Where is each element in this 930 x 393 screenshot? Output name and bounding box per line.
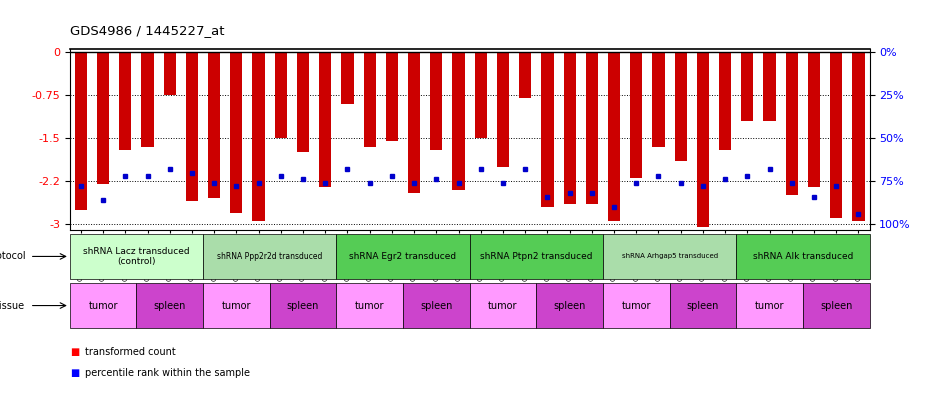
Bar xyxy=(608,52,620,221)
Bar xyxy=(164,52,176,95)
Text: GDS4986 / 1445227_at: GDS4986 / 1445227_at xyxy=(70,24,224,37)
Bar xyxy=(537,283,603,328)
Text: tumor: tumor xyxy=(488,301,518,310)
Bar xyxy=(274,52,287,138)
Bar xyxy=(452,52,465,190)
Bar xyxy=(497,52,509,167)
Bar xyxy=(97,52,109,184)
Bar xyxy=(741,52,753,121)
Text: shRNA Alk transduced: shRNA Alk transduced xyxy=(752,252,853,261)
Text: spleen: spleen xyxy=(820,301,853,310)
Bar xyxy=(231,52,243,213)
Bar xyxy=(474,52,487,138)
Bar xyxy=(203,283,270,328)
Text: spleen: spleen xyxy=(153,301,186,310)
Bar xyxy=(186,52,198,201)
Bar xyxy=(564,52,576,204)
Bar xyxy=(519,52,531,98)
Bar xyxy=(297,52,309,152)
Bar xyxy=(764,52,776,121)
Text: spleen: spleen xyxy=(286,301,319,310)
Text: spleen: spleen xyxy=(686,301,719,310)
Bar xyxy=(252,52,265,221)
Text: tumor: tumor xyxy=(88,301,118,310)
Bar xyxy=(341,52,353,104)
Bar xyxy=(364,52,376,147)
Bar xyxy=(137,283,203,328)
Bar xyxy=(141,52,153,147)
Bar xyxy=(737,234,870,279)
Bar xyxy=(337,234,470,279)
Bar xyxy=(541,52,553,207)
Bar xyxy=(674,52,687,161)
Bar xyxy=(203,234,337,279)
Bar xyxy=(270,283,337,328)
Bar xyxy=(808,52,820,187)
Text: ■: ■ xyxy=(70,368,79,378)
Bar xyxy=(830,52,843,219)
Bar xyxy=(803,283,870,328)
Text: shRNA Ptpn2 transduced: shRNA Ptpn2 transduced xyxy=(480,252,592,261)
Text: shRNA Egr2 transduced: shRNA Egr2 transduced xyxy=(350,252,457,261)
Bar xyxy=(119,52,131,150)
Text: shRNA Lacz transduced
(control): shRNA Lacz transduced (control) xyxy=(83,247,190,266)
Bar xyxy=(386,52,398,141)
Text: spleen: spleen xyxy=(553,301,586,310)
Bar xyxy=(631,52,643,178)
Text: shRNA Arhgap5 transduced: shRNA Arhgap5 transduced xyxy=(621,253,718,259)
Text: shRNA Ppp2r2d transduced: shRNA Ppp2r2d transduced xyxy=(217,252,323,261)
Bar xyxy=(697,52,709,227)
Bar xyxy=(670,283,737,328)
Text: tissue: tissue xyxy=(0,301,25,310)
Bar xyxy=(852,52,865,221)
Text: tumor: tumor xyxy=(755,301,784,310)
Bar xyxy=(737,283,803,328)
Bar xyxy=(786,52,798,195)
Bar xyxy=(70,283,137,328)
Bar xyxy=(337,283,403,328)
Text: tumor: tumor xyxy=(621,301,651,310)
Bar xyxy=(470,234,603,279)
Text: tumor: tumor xyxy=(221,301,251,310)
Bar xyxy=(652,52,665,147)
Text: tumor: tumor xyxy=(355,301,384,310)
Bar xyxy=(403,283,470,328)
Bar xyxy=(603,234,737,279)
Bar xyxy=(603,283,670,328)
Bar xyxy=(70,234,203,279)
Bar xyxy=(208,52,220,198)
Bar xyxy=(74,52,87,210)
Bar xyxy=(408,52,420,193)
Text: transformed count: transformed count xyxy=(85,347,176,357)
Bar xyxy=(319,52,331,187)
Bar xyxy=(431,52,443,150)
Bar xyxy=(586,52,598,204)
Bar xyxy=(470,283,537,328)
Bar xyxy=(719,52,731,150)
Text: protocol: protocol xyxy=(0,252,25,261)
Text: spleen: spleen xyxy=(420,301,453,310)
Text: ■: ■ xyxy=(70,347,79,357)
Text: percentile rank within the sample: percentile rank within the sample xyxy=(85,368,249,378)
